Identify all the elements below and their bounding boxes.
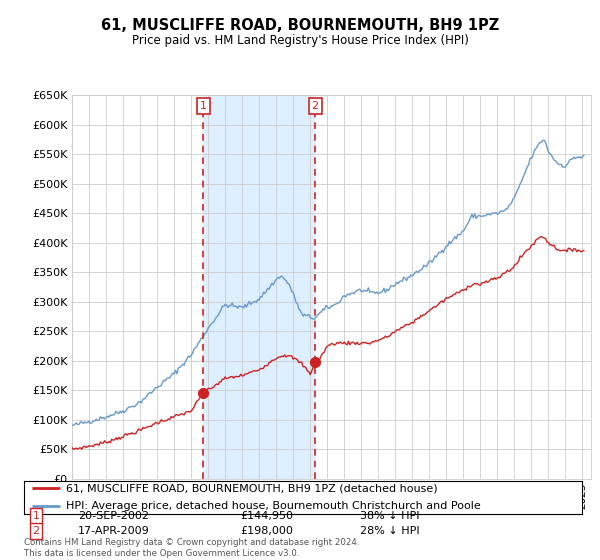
Text: 38% ↓ HPI: 38% ↓ HPI (360, 511, 419, 521)
Text: 17-APR-2009: 17-APR-2009 (78, 526, 150, 536)
Text: Contains HM Land Registry data © Crown copyright and database right 2024.
This d: Contains HM Land Registry data © Crown c… (24, 538, 359, 558)
Text: 28% ↓ HPI: 28% ↓ HPI (360, 526, 419, 536)
Text: 61, MUSCLIFFE ROAD, BOURNEMOUTH, BH9 1PZ: 61, MUSCLIFFE ROAD, BOURNEMOUTH, BH9 1PZ (101, 18, 499, 33)
Text: £198,000: £198,000 (240, 526, 293, 536)
Text: 1: 1 (200, 101, 207, 111)
Text: HPI: Average price, detached house, Bournemouth Christchurch and Poole: HPI: Average price, detached house, Bour… (66, 501, 481, 511)
Text: 2: 2 (311, 101, 319, 111)
Text: £144,950: £144,950 (240, 511, 293, 521)
Text: 61, MUSCLIFFE ROAD, BOURNEMOUTH, BH9 1PZ (detached house): 61, MUSCLIFFE ROAD, BOURNEMOUTH, BH9 1PZ… (66, 483, 437, 493)
Text: 2: 2 (32, 526, 40, 536)
Text: 1: 1 (32, 511, 40, 521)
Text: Price paid vs. HM Land Registry's House Price Index (HPI): Price paid vs. HM Land Registry's House … (131, 34, 469, 46)
Text: 20-SEP-2002: 20-SEP-2002 (78, 511, 149, 521)
Bar (203, 95, 315, 479)
